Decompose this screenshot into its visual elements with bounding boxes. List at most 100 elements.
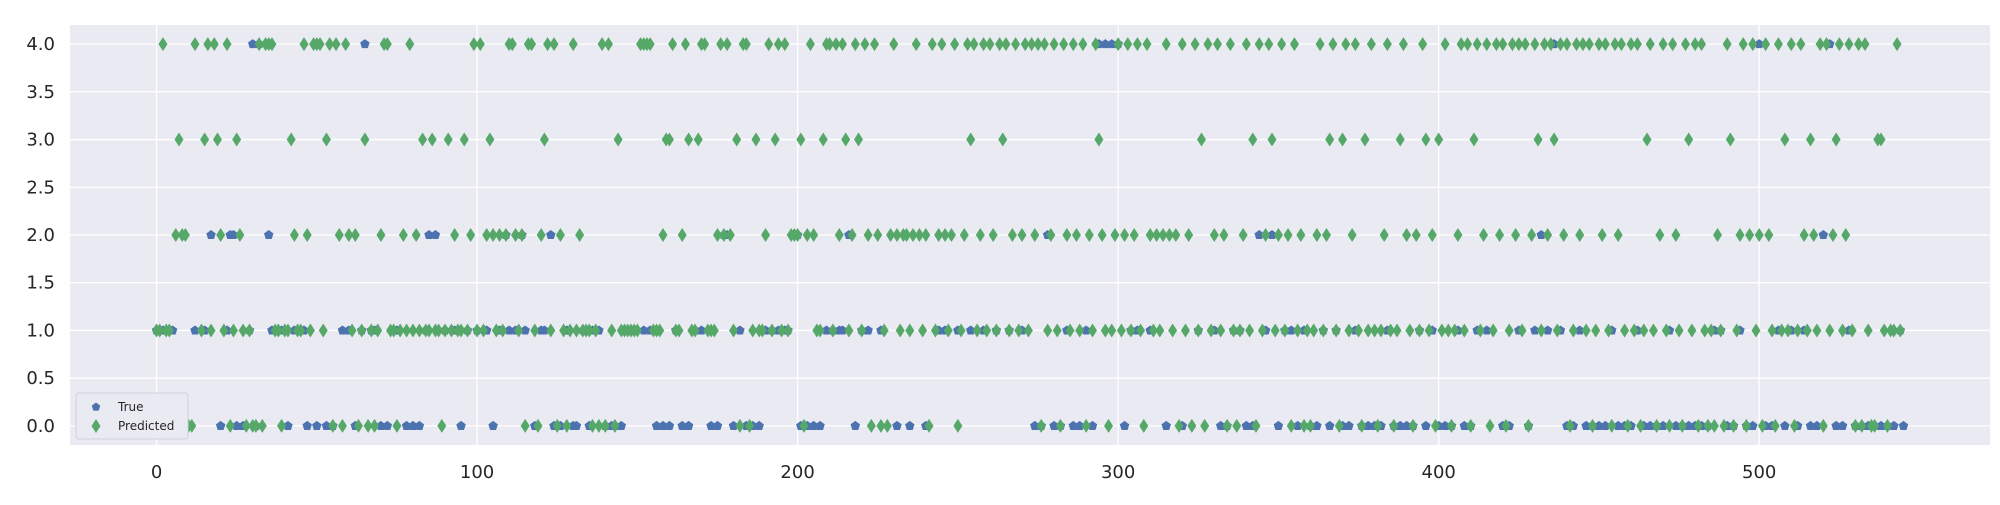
true-point	[651, 420, 662, 430]
predicted-point	[1850, 418, 1860, 433]
predicted-point	[844, 323, 854, 338]
predicted-point	[1225, 37, 1235, 52]
predicted-point	[1309, 323, 1319, 338]
predicted-point	[1267, 132, 1277, 147]
true-point	[1831, 420, 1841, 430]
predicted-point	[277, 418, 287, 433]
predicted-point	[1206, 323, 1216, 338]
predicted-point	[1299, 418, 1309, 433]
predicted-point	[594, 418, 604, 433]
predicted-point	[712, 228, 722, 242]
predicted-point	[517, 228, 527, 242]
predicted-point	[597, 37, 607, 52]
predicted-point	[850, 37, 860, 52]
predicted-point	[1895, 323, 1905, 338]
predicted-point	[1645, 37, 1655, 52]
predicted-point	[1382, 37, 1392, 52]
predicted-point	[1584, 37, 1594, 52]
predicted-point	[815, 323, 825, 338]
true-point	[683, 420, 694, 430]
predicted-point	[761, 228, 771, 242]
predicted-point	[1664, 418, 1674, 433]
predicted-point	[472, 323, 482, 338]
predicted-point	[767, 323, 777, 338]
true-point	[228, 230, 239, 240]
predicted-point	[1543, 228, 1553, 242]
predicted-point	[1177, 37, 1187, 52]
predicted-point	[1389, 418, 1399, 433]
predicted-point	[1094, 132, 1104, 147]
true-point	[1074, 420, 1085, 430]
predicted-point	[1463, 37, 1473, 52]
predicted-point	[373, 323, 383, 338]
predicted-point	[991, 323, 1001, 338]
predicted-point	[837, 37, 847, 52]
true-point	[1440, 420, 1450, 430]
predicted-point	[418, 132, 428, 147]
predicted-point	[238, 323, 248, 338]
predicted-point	[600, 418, 610, 433]
true-point	[247, 39, 258, 49]
true-point	[1671, 420, 1681, 430]
true-point	[1818, 230, 1829, 240]
predicted-point	[1325, 132, 1335, 147]
true-point	[1542, 325, 1553, 335]
true-point	[206, 230, 216, 240]
predicted-point	[533, 418, 543, 433]
true-point	[312, 420, 322, 430]
predicted-point	[889, 37, 899, 52]
predicted-point	[879, 323, 889, 338]
predicted-point	[456, 323, 466, 338]
predicted-point	[174, 132, 184, 147]
predicted-point	[607, 323, 617, 338]
predicted-point	[1822, 37, 1832, 52]
true-point	[706, 420, 716, 430]
predicted-point	[866, 418, 876, 433]
true-point	[1658, 420, 1668, 430]
predicted-point	[1629, 323, 1639, 338]
predicted-point	[1600, 37, 1610, 52]
predicted-point	[296, 323, 306, 338]
predicted-point	[244, 323, 254, 338]
y-tick-label: 3.5	[26, 82, 55, 103]
predicted-point	[257, 418, 267, 433]
predicted-point	[1443, 323, 1453, 338]
predicted-point	[1613, 228, 1623, 242]
predicted-point	[1027, 37, 1037, 52]
predicted-point	[1379, 228, 1389, 242]
true-point	[424, 230, 434, 240]
predicted-point	[603, 37, 613, 52]
predicted-point	[802, 228, 812, 242]
true-point	[815, 420, 825, 430]
predicted-point	[587, 418, 597, 433]
predicted-point	[1857, 418, 1867, 433]
legend-marker-predicted	[91, 419, 101, 433]
predicted-point	[443, 132, 453, 147]
true-point	[520, 325, 530, 335]
predicted-point	[825, 37, 835, 52]
true-point	[1421, 420, 1431, 430]
predicted-point	[841, 132, 851, 147]
true-point	[1068, 420, 1079, 430]
predicted-point	[1011, 37, 1021, 52]
legend: True Predicted	[75, 392, 189, 440]
predicted-point	[1738, 37, 1748, 52]
true-point	[1581, 420, 1591, 430]
predicted-point	[1741, 418, 1751, 433]
predicted-point	[934, 228, 944, 242]
predicted-point	[402, 323, 412, 338]
predicted-point	[1668, 37, 1678, 52]
predicted-point	[1289, 37, 1299, 52]
predicted-point	[1283, 228, 1293, 242]
true-point	[1780, 420, 1790, 430]
true-point	[1837, 420, 1848, 430]
predicted-point	[1273, 228, 1283, 242]
predicted-point	[741, 37, 751, 52]
predicted-point	[902, 228, 912, 242]
predicted-point	[228, 323, 238, 338]
predicted-point	[732, 132, 742, 147]
true-point	[1395, 420, 1405, 430]
predicted-point	[1575, 228, 1585, 242]
predicted-point	[450, 228, 460, 242]
predicted-point	[501, 228, 511, 242]
